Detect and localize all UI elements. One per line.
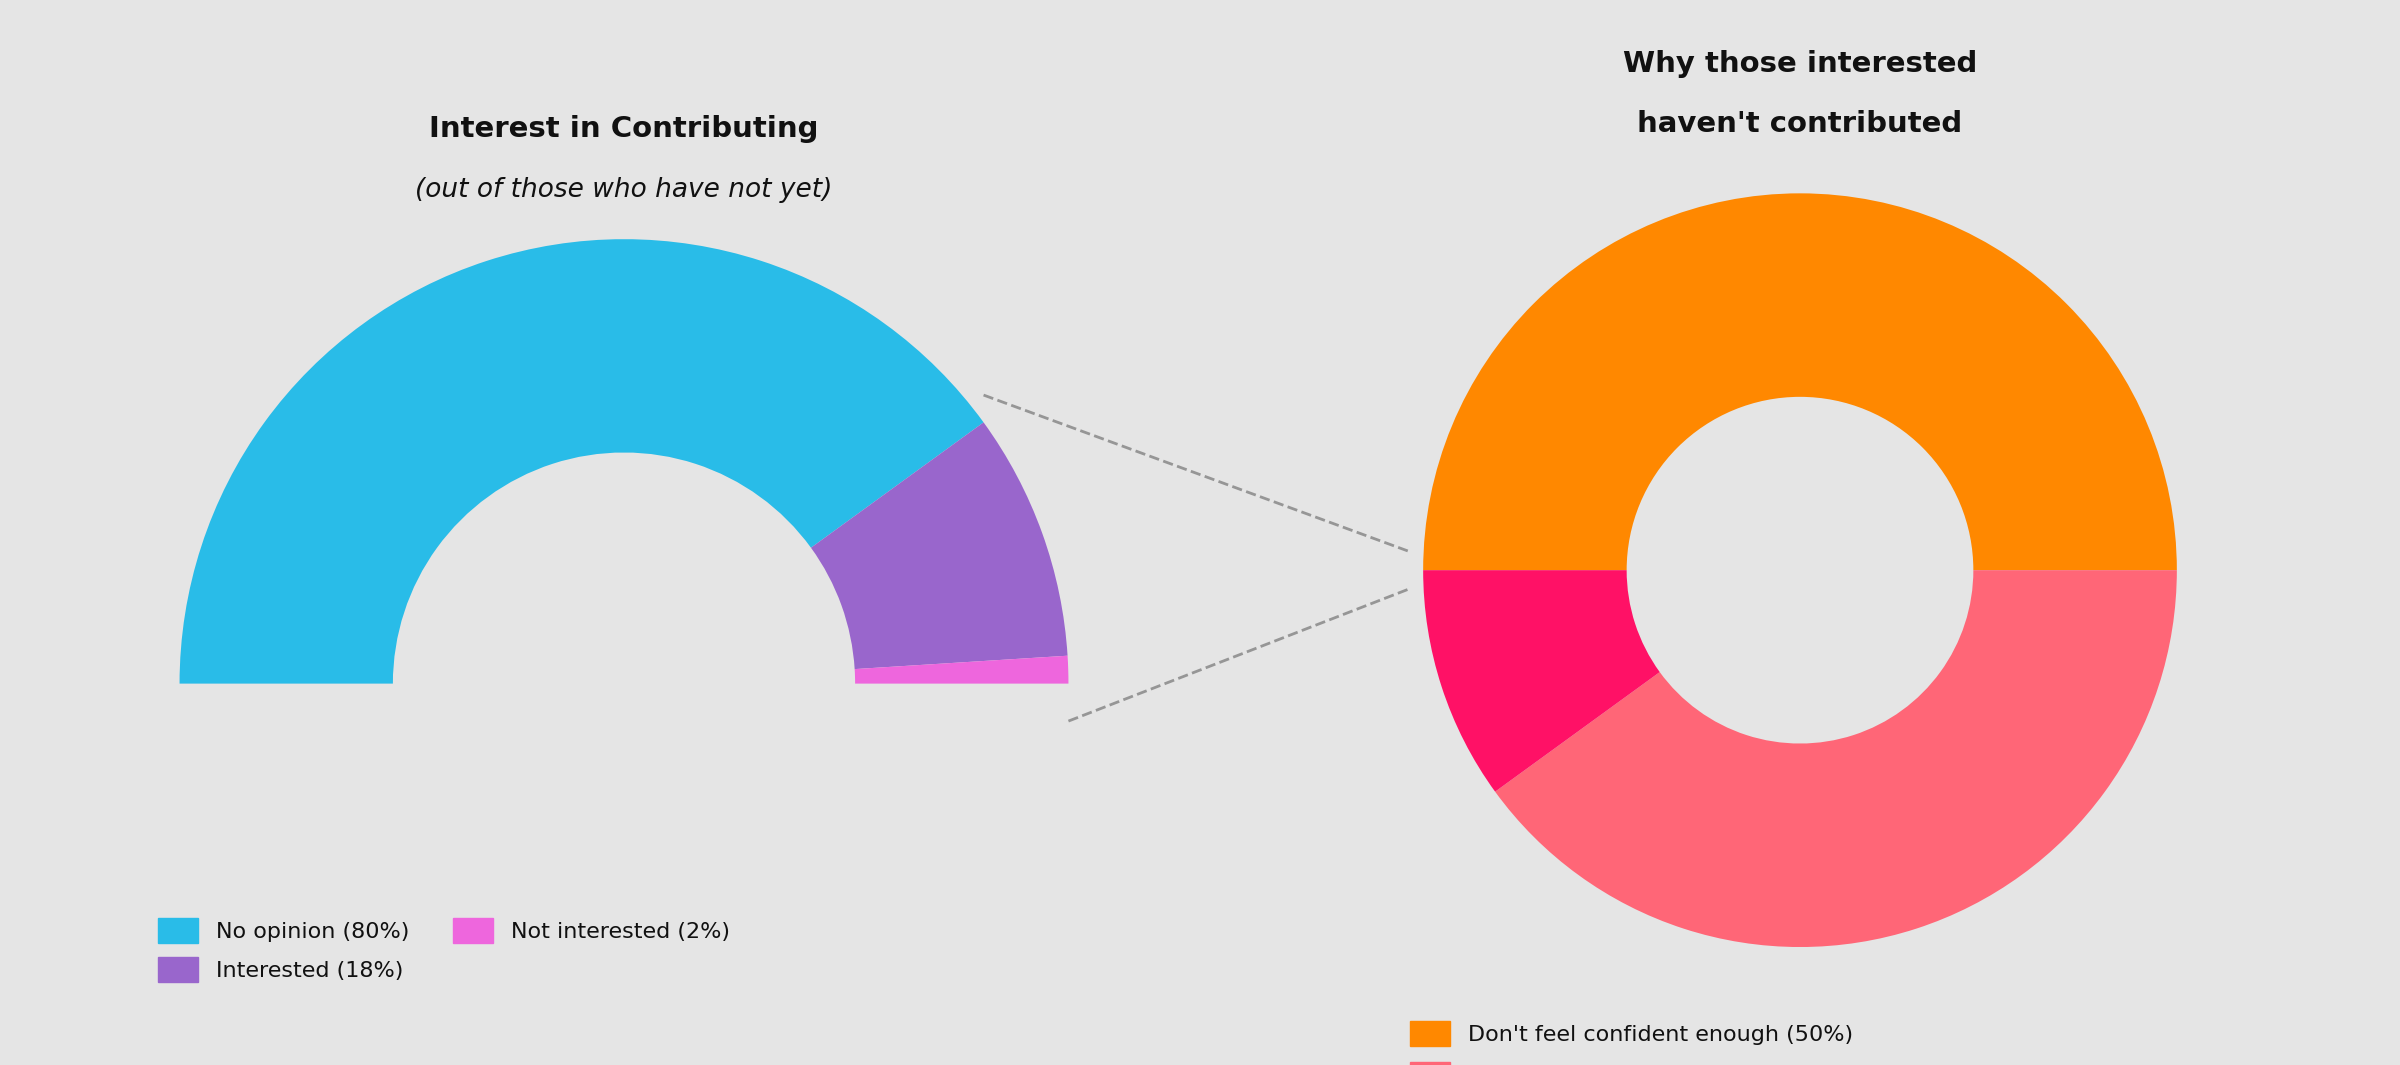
Text: haven't contributed: haven't contributed bbox=[1637, 111, 1963, 138]
Wedge shape bbox=[1423, 570, 1661, 791]
Wedge shape bbox=[811, 423, 1068, 669]
Wedge shape bbox=[1495, 570, 2177, 947]
Wedge shape bbox=[854, 656, 1068, 684]
Wedge shape bbox=[1423, 194, 2177, 570]
Wedge shape bbox=[180, 240, 984, 684]
Text: Why those interested: Why those interested bbox=[1622, 50, 1978, 78]
Legend: Don't feel confident enough (50%), Unsure of how to get started (40%), Don't hav: Don't feel confident enough (50%), Unsur… bbox=[1409, 1020, 1884, 1065]
Legend: No opinion (80%), Interested (18%), Not interested (2%): No opinion (80%), Interested (18%), Not … bbox=[158, 918, 730, 982]
Text: (out of those who have not yet): (out of those who have not yet) bbox=[415, 177, 833, 203]
Text: Interest in Contributing: Interest in Contributing bbox=[430, 115, 818, 143]
